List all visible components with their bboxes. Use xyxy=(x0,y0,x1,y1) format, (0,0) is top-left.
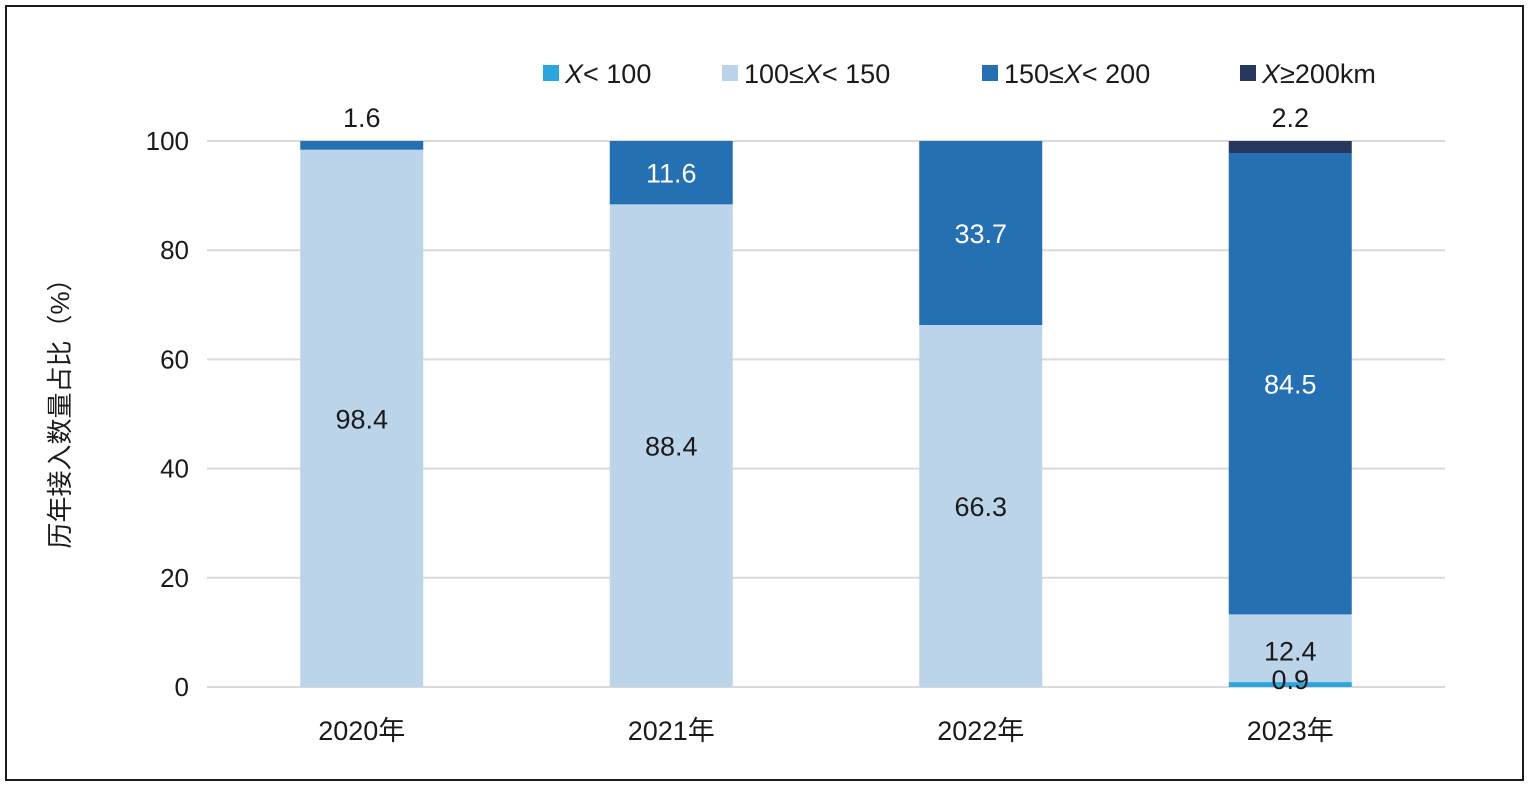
x-tick-label: 2020年 xyxy=(318,716,405,746)
y-tick-label: 80 xyxy=(160,235,189,265)
data-label-100to150-1: 88.4 xyxy=(645,432,698,462)
data-label-150to200-3: 84.5 xyxy=(1264,370,1317,400)
legend-swatch xyxy=(982,65,998,81)
x-tick-label: 2021年 xyxy=(628,716,715,746)
data-labels: 98.4 1.6 88.4 11.6 66.3 33.7 0.912.4 84.5 2.2 xyxy=(335,103,1316,695)
bar-ge200-3 xyxy=(1228,141,1352,154)
y-tick-label: 40 xyxy=(160,454,189,484)
chart-frame: 0 20 40 60 80 100 98.4 1.6 88.4 11.6 66.3 33.7 0.9 1… xyxy=(5,5,1524,781)
x-tick-label: 2023年 xyxy=(1247,716,1334,746)
legend-item-lt100: X< 100 xyxy=(543,59,651,89)
bar-100to150-1 xyxy=(609,204,733,687)
data-label-100to150-2: 66.3 xyxy=(954,492,1007,522)
data-label-100to150-0: 98.4 xyxy=(335,404,388,434)
legend-label: X< 100 xyxy=(564,59,651,89)
data-label-150to200-0: 1.6 xyxy=(343,103,381,133)
bar-100to150-2 xyxy=(919,325,1043,687)
legend-swatch xyxy=(1240,65,1256,81)
legend-label: X≥200km xyxy=(1261,59,1376,89)
bar-150to200-3 xyxy=(1228,153,1352,615)
legend-label: 100≤X< 150 xyxy=(744,59,890,89)
legend-swatch xyxy=(543,65,559,81)
y-axis-label: 历年接入数量占比（%） xyxy=(45,265,75,548)
data-label-lt100-3: 0.9 xyxy=(1271,665,1309,695)
data-label-150to200-2: 33.7 xyxy=(954,219,1007,249)
bar-150to200-1 xyxy=(609,141,733,205)
x-tick-labels: 2020年 2021年 2022年 2023年 xyxy=(318,716,1334,746)
data-label-ge200-3: 2.2 xyxy=(1271,103,1309,133)
bar-100to150-3 xyxy=(1228,614,1352,683)
y-tick-label: 100 xyxy=(146,126,189,156)
y-tick-labels: 0 20 40 60 80 100 xyxy=(146,126,189,702)
legend-item-150to200: 150≤X< 200 xyxy=(982,59,1150,89)
legend-item-100to150: 100≤X< 150 xyxy=(722,59,890,89)
legend: X< 100 100≤X< 150 150≤X< 200 X≥200km xyxy=(543,59,1376,89)
data-label-150to200-1: 11.6 xyxy=(646,159,697,189)
legend-item-ge200: X≥200km xyxy=(1240,59,1376,89)
y-tick-label: 60 xyxy=(160,344,189,374)
legend-label: 150≤X< 200 xyxy=(1004,59,1150,89)
bar-150to200-2 xyxy=(919,141,1043,326)
x-tick-label: 2022年 xyxy=(937,716,1024,746)
bar-lt100-3 xyxy=(1228,682,1352,687)
bars xyxy=(300,141,1352,688)
data-label-100to150-3: 12.4 xyxy=(1264,637,1317,667)
y-tick-label: 0 xyxy=(175,672,189,702)
bar-100to150-0 xyxy=(300,149,424,688)
bar-150to200-0 xyxy=(300,141,424,150)
y-tick-label: 20 xyxy=(160,563,189,593)
legend-swatch xyxy=(722,65,738,81)
